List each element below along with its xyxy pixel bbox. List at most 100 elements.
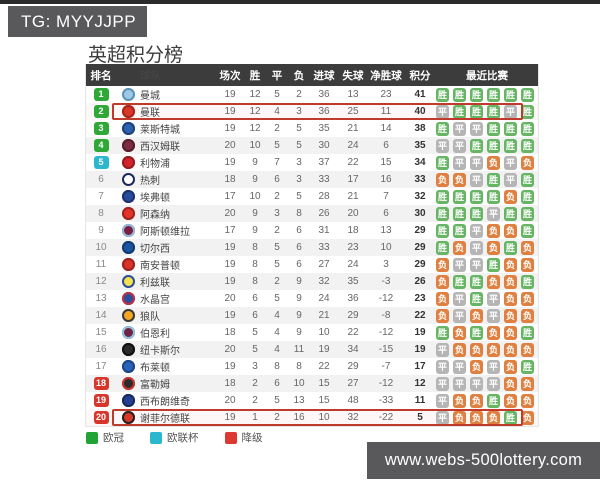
goal-diff-cell: 6	[383, 208, 389, 219]
crest-cell	[116, 241, 140, 254]
points-cell: 11	[414, 395, 426, 406]
recent-matches-cell: 胜胜胜胜胜胜	[436, 87, 538, 102]
points-cell: 26	[414, 276, 426, 287]
table-row-11[interactable]: 11 南安普顿 19 8 5 6 27 24 3 29 负平平胜负负	[86, 256, 538, 273]
win-cell: 3	[252, 361, 258, 372]
match-result-badge: 负	[521, 376, 534, 391]
recent-matches-cell: 胜胜胜胜负胜	[436, 189, 538, 204]
table-row-7[interactable]: 7 埃弗顿 17 10 2 5 28 21 7 32 胜胜胜胜负胜	[86, 188, 538, 205]
points-cell: 17	[414, 361, 426, 372]
team-name: 莱斯特城	[140, 125, 180, 136]
rank-label: 6	[98, 174, 104, 185]
table-row-12[interactable]: 12 利兹联 19 8 2 9 32 35 -3 26 负胜胜负负胜	[86, 273, 538, 290]
win-cell: 8	[252, 276, 258, 287]
rank-label: 17	[95, 361, 107, 372]
rank-cell: 9	[86, 225, 116, 236]
rank-badge: 3	[93, 122, 109, 135]
match-result-badge: 平	[453, 359, 466, 374]
team-crest-icon	[121, 190, 135, 203]
match-result-badge: 负	[521, 342, 534, 357]
table-row-19[interactable]: 19 西布朗维奇 20 2 5 13 15 48 -33 11 平负负胜负负	[86, 392, 538, 409]
match-result-badge: 胜	[487, 87, 500, 102]
goals-for-cell: 27	[318, 259, 330, 270]
table-row-9[interactable]: 9 阿斯顿维拉 17 9 2 6 31 18 13 29 胜胜平负负胜	[86, 222, 538, 239]
tg-label: TG: MYYJJPP	[21, 11, 137, 31]
crest-cell	[116, 105, 140, 118]
goal-diff-cell: -12	[378, 327, 394, 338]
match-result-badge: 负	[436, 274, 449, 289]
goals-for-cell: 15	[318, 378, 330, 389]
header-goal-diff: 净胜球	[370, 69, 402, 82]
rank-label: 8	[98, 208, 104, 219]
goals-against-cell: 25	[347, 106, 359, 117]
table-header-row: 排名 球队 场次 胜 平 负 进球 失球 净胜球 积分 最近比赛	[86, 64, 538, 86]
team-name: 切尔西	[140, 244, 170, 255]
table-row-16[interactable]: 16 纽卡斯尔 20 5 4 11 19 34 -15 19 平负负负负负	[86, 341, 538, 358]
draw-cell: 4	[274, 327, 280, 338]
match-result-badge: 平	[470, 172, 483, 187]
match-result-badge: 平	[436, 342, 449, 357]
match-result-badge: 负	[453, 172, 466, 187]
goals-for-cell: 21	[318, 310, 330, 321]
table-row-1[interactable]: 1 曼城 19 12 5 2 36 13 23 41 胜胜胜胜胜胜	[86, 86, 538, 103]
crest-cell	[116, 224, 140, 237]
win-cell: 12	[249, 106, 261, 117]
points-cell: 29	[414, 259, 426, 270]
match-result-badge: 平	[504, 172, 517, 187]
recent-matches-cell: 胜负平负胜负	[436, 240, 538, 255]
table-row-3[interactable]: 3 莱斯特城 19 12 2 5 35 21 14 38 胜平平胜胜胜	[86, 120, 538, 137]
table-row-5[interactable]: 5 利物浦 19 9 7 3 37 22 15 34 胜平平负平负	[86, 154, 538, 171]
goal-diff-cell: -22	[378, 412, 394, 423]
table-row-13[interactable]: 13 水晶宫 20 6 5 9 24 36 -12 23 负平胜平负负	[86, 290, 538, 307]
played-cell: 18	[224, 174, 236, 185]
match-result-badge: 胜	[521, 274, 534, 289]
loss-cell: 3	[296, 106, 302, 117]
goals-for-cell: 19	[318, 344, 330, 355]
rank-cell: 2	[86, 105, 116, 118]
team-crest-icon	[121, 377, 135, 390]
loss-cell: 5	[296, 123, 302, 134]
rank-badge: 19	[93, 394, 109, 407]
points-cell: 34	[414, 157, 426, 168]
win-cell: 9	[252, 225, 258, 236]
loss-cell: 13	[293, 395, 305, 406]
table-row-10[interactable]: 10 切尔西 19 8 5 6 33 23 10 29 胜负平负胜负	[86, 239, 538, 256]
table-row-20[interactable]: 20 谢菲尔德联 19 1 2 16 10 32 -22 5 平负负负胜负	[86, 409, 538, 426]
header-goals-against: 失球	[342, 69, 364, 82]
goals-against-cell: 20	[347, 208, 359, 219]
legend-label: 欧冠	[103, 432, 124, 444]
match-result-badge: 胜	[436, 325, 449, 340]
match-result-badge: 负	[436, 257, 449, 272]
win-cell: 5	[252, 344, 258, 355]
match-result-badge: 负	[521, 257, 534, 272]
goals-for-cell: 10	[318, 327, 330, 338]
table-row-18[interactable]: 18 富勒姆 18 2 6 10 15 27 -12 12 平平平平负负	[86, 375, 538, 392]
crest-cell	[116, 190, 140, 203]
match-result-badge: 平	[453, 138, 466, 153]
table-row-6[interactable]: 6 热刺 18 9 6 3 33 17 16 33 负负平胜平胜	[86, 171, 538, 188]
match-result-badge: 负	[453, 325, 466, 340]
win-cell: 12	[249, 123, 261, 134]
table-row-2[interactable]: 2 曼联 19 12 4 3 36 25 11 40 平胜胜胜平胜	[86, 103, 538, 120]
team-name: 富勒姆	[140, 380, 170, 391]
match-result-badge: 胜	[436, 121, 449, 136]
match-result-badge: 负	[470, 342, 483, 357]
goals-for-cell: 24	[318, 293, 330, 304]
table-row-17[interactable]: 17 布莱顿 19 3 8 8 22 29 -7 17 平平负平负胜	[86, 358, 538, 375]
recent-matches-cell: 平平胜胜胜胜	[436, 138, 538, 153]
goal-diff-cell: 10	[380, 242, 392, 253]
table-row-8[interactable]: 8 阿森纳 20 9 3 8 26 20 6 30 胜胜胜平胜胜	[86, 205, 538, 222]
team-crest-icon	[121, 105, 135, 118]
goal-diff-cell: -8	[381, 310, 391, 321]
table-row-4[interactable]: 4 西汉姆联 20 10 5 5 30 24 6 35 平平胜胜胜胜	[86, 137, 538, 154]
table-row-15[interactable]: 15 伯恩利 18 5 4 9 10 22 -12 19 胜负胜负负胜	[86, 324, 538, 341]
draw-cell: 7	[274, 157, 280, 168]
goals-for-cell: 35	[318, 123, 330, 134]
goals-for-cell: 32	[318, 276, 330, 287]
watermark-text: www.webs-500lottery.com	[384, 451, 583, 469]
table-row-14[interactable]: 14 狼队 19 6 4 9 21 29 -8 22 负平负平负负	[86, 307, 538, 324]
crest-cell	[116, 326, 140, 339]
draw-cell: 5	[274, 89, 280, 100]
win-cell: 1	[252, 412, 258, 423]
match-result-badge: 负	[504, 189, 517, 204]
